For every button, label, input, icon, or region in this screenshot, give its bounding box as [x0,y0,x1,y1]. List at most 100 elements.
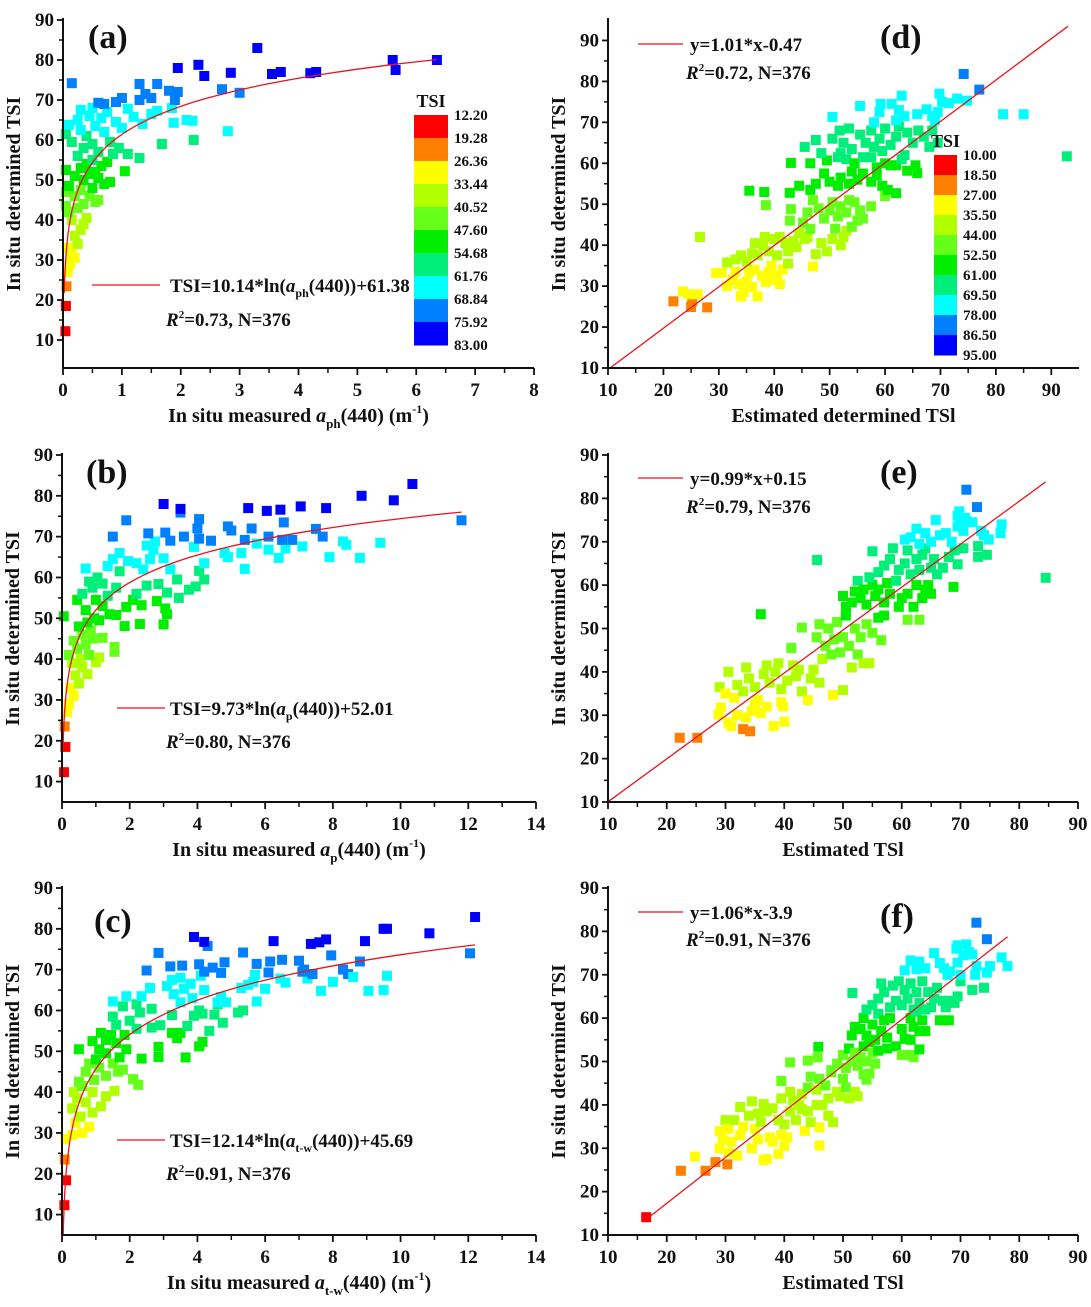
data-point [168,117,179,128]
y-tick-label: 40 [580,662,599,683]
data-point [874,133,885,144]
data-point [199,71,210,81]
data-point [78,175,89,185]
data-point [199,985,210,996]
data-point [926,1002,937,1013]
data-point [838,591,848,601]
data-point [932,137,943,148]
data-point [90,1054,101,1065]
data-point [690,1151,700,1162]
y-axis-label: In situ determined TSI [548,96,570,291]
data-point [75,125,86,135]
data-point [905,955,916,966]
x-tick-label: 5 [353,380,363,401]
data-point [772,250,782,261]
data-point [819,168,830,179]
data-point [794,180,805,191]
data-point [826,1065,837,1076]
y-tick-label: 50 [35,170,54,191]
data-point [134,95,145,105]
data-point [813,203,824,214]
data-point [899,1033,910,1044]
x-tick-label: 8 [328,814,338,835]
data-point [864,658,875,669]
fit-statistics: R2=0.73, N=376 [165,309,291,331]
y-tick-label: 30 [580,1138,599,1159]
data-point [1061,151,1072,162]
data-point [121,601,132,612]
data-point [984,961,995,972]
data-point [75,654,86,665]
data-point [87,582,98,593]
data-point [172,574,183,585]
data-point [94,1044,105,1055]
data-point [101,1091,111,1102]
data-point [857,168,868,179]
data-point [140,89,151,99]
data-point [864,1068,875,1079]
data-point [713,709,724,720]
data-point [90,594,101,605]
data-point [967,517,978,528]
data-point [747,281,758,292]
data-point [63,699,74,709]
data-point [267,69,277,79]
data-point [896,1000,907,1011]
data-point [840,1082,851,1093]
data-point [80,639,91,650]
data-point [846,1030,857,1041]
data-point [810,178,821,189]
data-point [802,1082,813,1093]
data-point [87,1087,98,1098]
x-tick-label: 14 [527,1247,547,1268]
data-point [814,1140,825,1151]
data-point [93,195,104,205]
data-point [136,1053,147,1064]
data-point [858,1013,869,1024]
colorbar-label: 68.84 [454,292,488,308]
data-point [194,533,205,544]
data-point [824,176,835,187]
x-tick-label: 10 [599,380,618,401]
data-point [823,623,834,634]
data-point [920,1026,931,1037]
data-point [849,197,860,208]
fit-statistics: R2=0.79, N=376 [685,496,811,518]
data-point [838,137,849,148]
y-tick-label: 70 [580,965,599,986]
data-point [846,662,857,673]
data-point [363,985,374,996]
data-point [735,1130,746,1141]
data-point [66,215,77,225]
colorbar-title: TSI [416,91,445,111]
data-point [236,548,247,558]
data-point [828,689,838,700]
data-point [946,536,957,547]
data-point [819,213,830,224]
data-point [95,1027,106,1038]
data-point [216,967,227,978]
x-tick-label: 50 [834,1247,853,1268]
data-point [841,154,852,165]
data-point [885,139,896,150]
data-point [60,129,71,139]
data-point [996,952,1007,963]
colorbar-band [414,207,448,231]
data-point [776,1093,787,1104]
data-point [971,917,982,928]
data-point [962,95,973,106]
data-point [327,976,338,987]
y-tick-label: 50 [580,1052,599,1073]
data-point [746,1096,757,1107]
data-point [866,125,877,136]
colorbar-label: 19.28 [454,131,488,147]
data-point [99,99,110,109]
data-point [73,678,84,689]
data-point [783,246,794,257]
data-point [128,594,139,605]
x-tick-label: 80 [1010,1247,1029,1268]
data-point [141,580,152,591]
data-point [920,528,931,539]
data-point [805,158,816,169]
data-point [275,67,286,77]
